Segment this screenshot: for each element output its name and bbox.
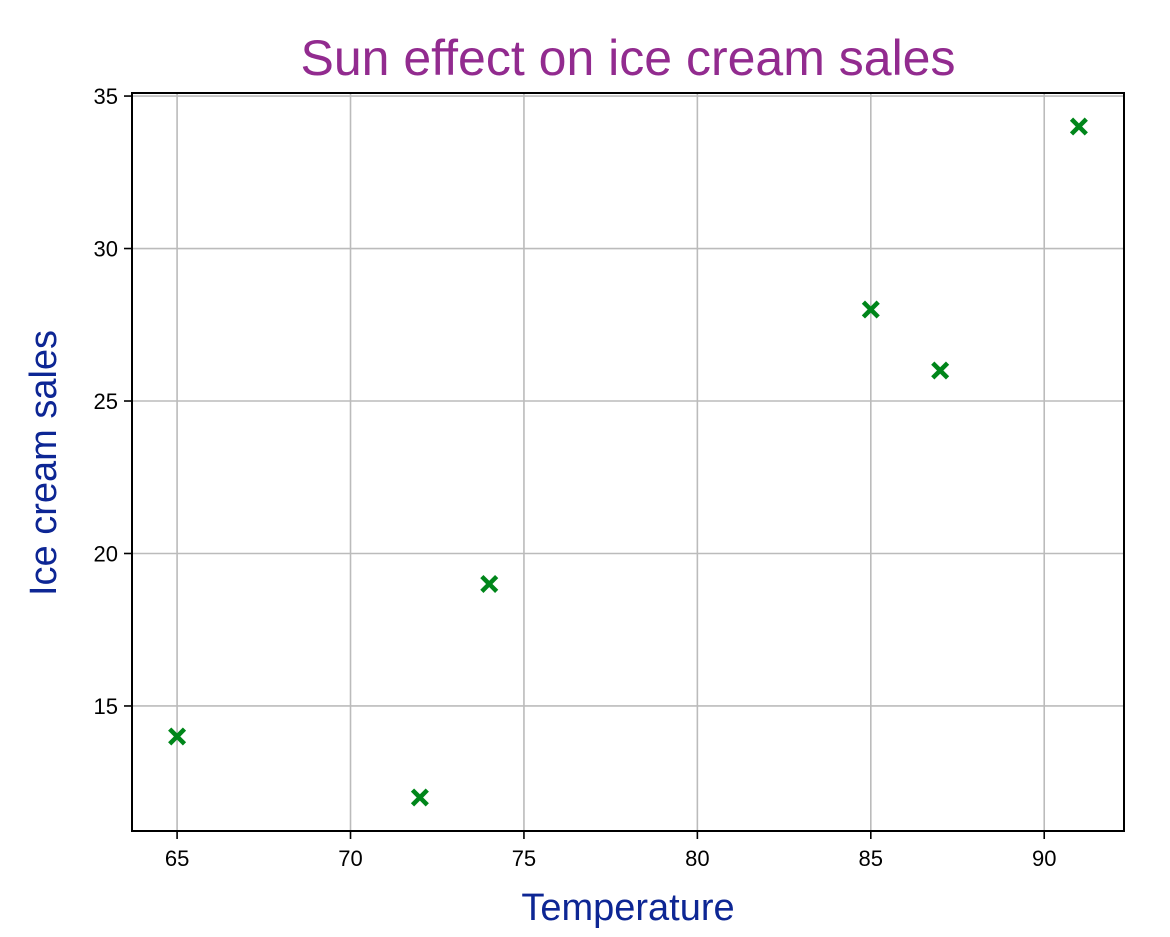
x-tick-label: 85 (859, 846, 883, 871)
scatter-point (410, 788, 429, 807)
x-tick-label: 90 (1032, 846, 1056, 871)
y-tick-label: 15 (94, 694, 118, 719)
data-points (168, 117, 1088, 807)
y-tick-label: 35 (94, 84, 118, 109)
x-tick-label: 65 (165, 846, 189, 871)
y-axis-label: Ice cream sales (23, 330, 65, 596)
scatter-point (168, 727, 187, 746)
scatter-point (931, 361, 950, 380)
chart-title: Sun effect on ice cream sales (301, 30, 956, 86)
y-tick-label: 20 (94, 541, 118, 566)
grid-lines (132, 93, 1124, 831)
x-tick-label: 75 (512, 846, 536, 871)
y-tick-label: 25 (94, 389, 118, 414)
x-axis-label: Temperature (521, 887, 734, 929)
axis-ticks: 65 70 75 80 85 90 15 20 25 30 35 (94, 84, 1057, 871)
plot-area-frame (131, 92, 1125, 832)
scatter-point (1069, 117, 1088, 136)
x-tick-label: 80 (685, 846, 709, 871)
scatter-point (861, 300, 880, 319)
x-tick-label: 70 (338, 846, 362, 871)
y-tick-label: 30 (94, 237, 118, 262)
scatter-point (480, 574, 499, 593)
